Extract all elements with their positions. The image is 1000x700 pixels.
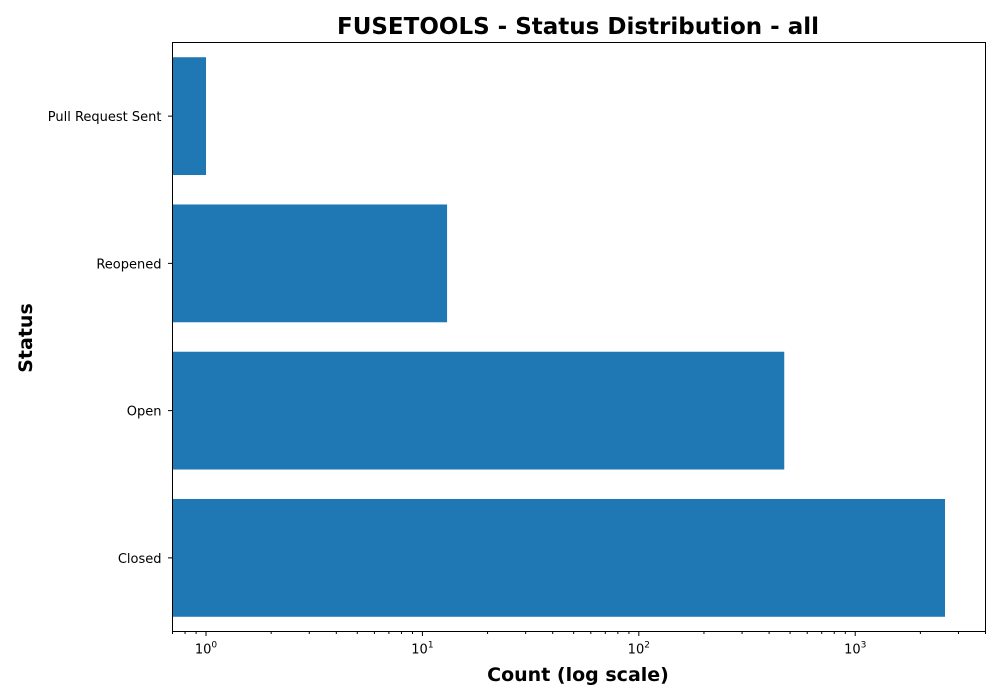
y-tick-label-open: Open xyxy=(127,405,162,420)
bar-open xyxy=(172,351,785,470)
x-tick-label: 100 xyxy=(195,641,218,658)
y-axis-title: Status xyxy=(15,303,37,373)
bars-group xyxy=(172,57,946,617)
x-tick-label: 103 xyxy=(844,641,866,658)
bar-closed xyxy=(172,498,946,617)
y-tick-label-pull-request-sent: Pull Request Sent xyxy=(48,110,162,125)
x-axis-ticks: 100 101 102 103 xyxy=(172,631,986,658)
y-tick-label-reopened: Reopened xyxy=(96,257,161,272)
y-axis-ticks: Closed Open Reopened Pull Request Sent xyxy=(48,110,173,567)
y-tick-label-closed: Closed xyxy=(118,552,162,567)
x-tick-label: 101 xyxy=(411,641,433,658)
bar-reopened xyxy=(172,204,448,323)
x-axis-title: Count (log scale) xyxy=(487,664,669,686)
plot-frame xyxy=(172,42,986,632)
x-tick-label: 102 xyxy=(628,641,650,658)
chart-title: FUSETOOLS - Status Distribution - all xyxy=(337,14,819,40)
bar-pull-request-sent xyxy=(172,57,207,176)
